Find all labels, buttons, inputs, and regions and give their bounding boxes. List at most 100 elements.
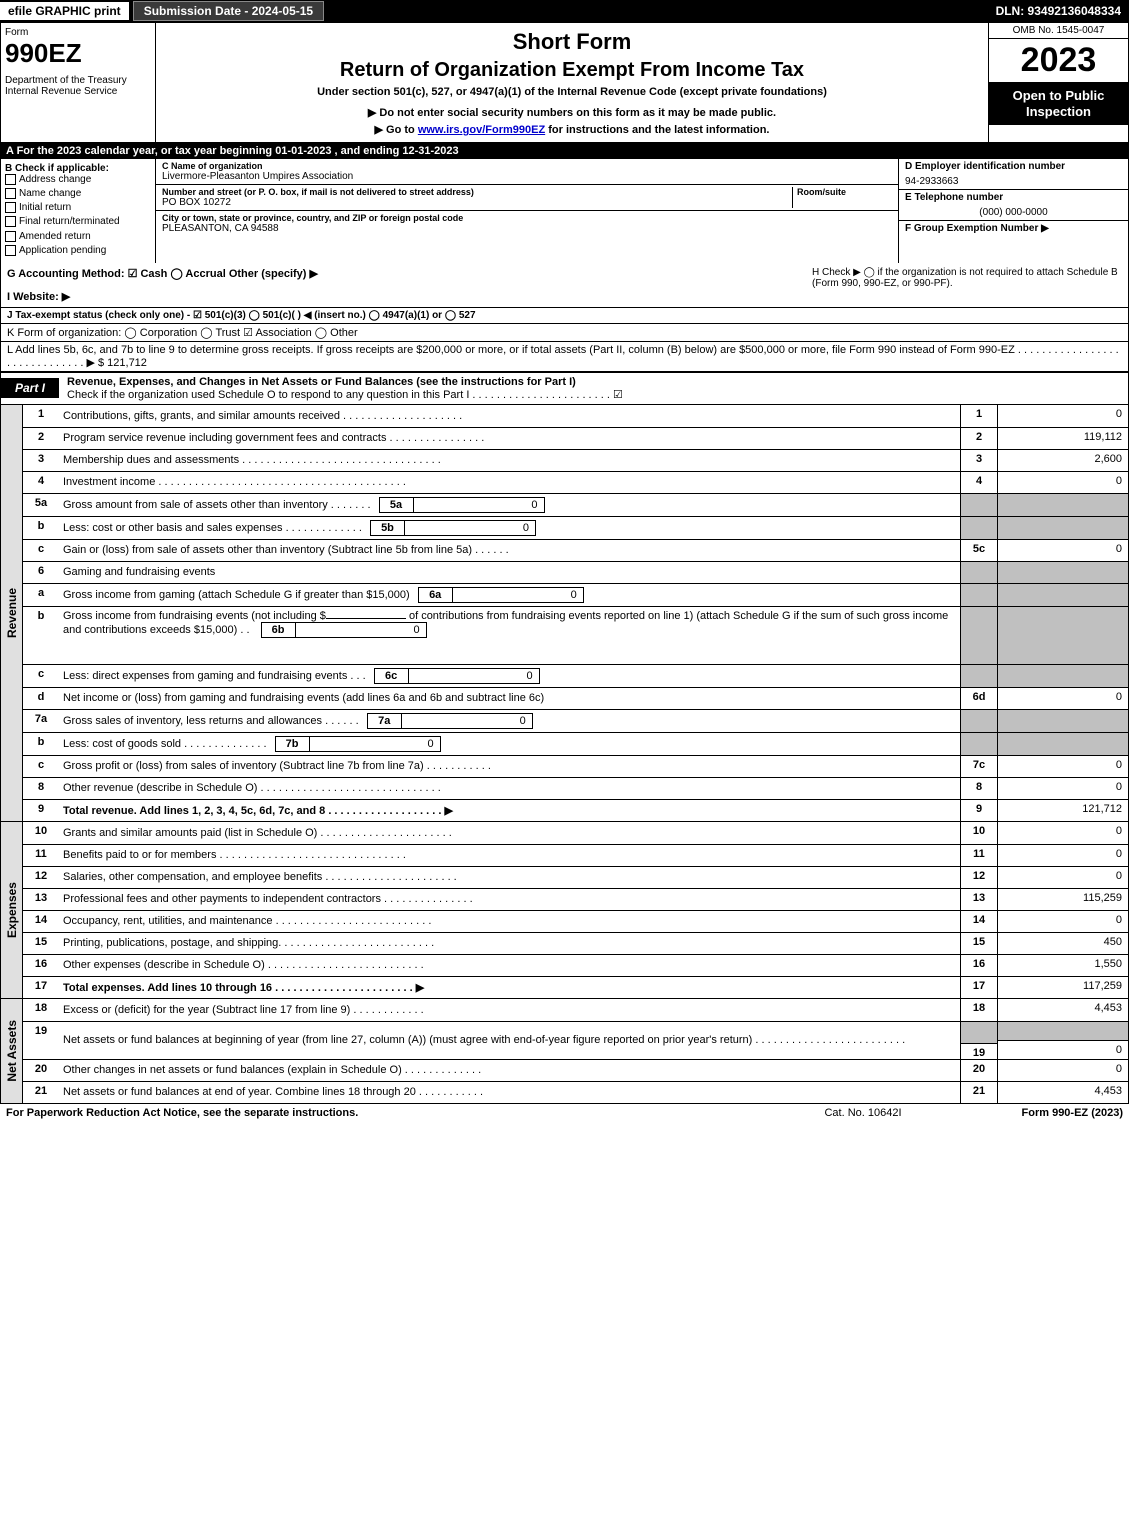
line-10: 10 Grants and similar amounts paid (list… xyxy=(23,822,1128,844)
line-num: d xyxy=(23,688,59,709)
line-val: 0 xyxy=(998,405,1128,427)
part-1-sub: Check if the organization used Schedule … xyxy=(67,389,623,401)
line-val: 0 xyxy=(998,867,1128,888)
line-desc: Gross amount from sale of assets other t… xyxy=(59,494,960,516)
line-c: c Gross profit or (loss) from sales of i… xyxy=(23,755,1128,777)
irs-link[interactable]: www.irs.gov/Form990EZ xyxy=(418,124,545,136)
line-box: 7c xyxy=(960,756,998,777)
inner-val: 0 xyxy=(296,623,426,637)
col-b: B Check if applicable: Address change Na… xyxy=(1,159,156,263)
row-l: L Add lines 5b, 6c, and 7b to line 9 to … xyxy=(0,342,1129,372)
line-box xyxy=(960,733,998,755)
col-b-title: B Check if applicable: xyxy=(5,163,151,174)
check-label: Application pending xyxy=(19,245,106,256)
line-val: 4,453 xyxy=(998,999,1128,1021)
ein: 94-2933663 xyxy=(899,174,1128,190)
inner-val: 0 xyxy=(405,521,535,535)
line-7a: 7a Gross sales of inventory, less return… xyxy=(23,709,1128,732)
inner-label: 6a xyxy=(419,588,453,602)
line-val: 0 xyxy=(998,911,1128,932)
line-desc: Contributions, gifts, grants, and simila… xyxy=(59,405,960,427)
line-13: 13 Professional fees and other payments … xyxy=(23,888,1128,910)
line-desc: Less: cost or other basis and sales expe… xyxy=(59,517,960,539)
line-val: 121,712 xyxy=(998,800,1128,821)
inner-box: 6c 0 xyxy=(374,668,540,684)
line-9: 9 Total revenue. Add lines 1, 2, 3, 4, 5… xyxy=(23,799,1128,821)
line-val: 0 xyxy=(998,1060,1128,1081)
line-c: c Less: direct expenses from gaming and … xyxy=(23,664,1128,687)
line-val: 4,453 xyxy=(998,1082,1128,1103)
line-desc: Grants and similar amounts paid (list in… xyxy=(59,822,960,844)
revenue-grid: Revenue 1 Contributions, gifts, grants, … xyxy=(0,405,1129,822)
line-num: 2 xyxy=(23,428,59,449)
line-val xyxy=(998,733,1128,755)
inner-box: 5a 0 xyxy=(379,497,545,513)
line-num: c xyxy=(23,665,59,687)
line-num: 16 xyxy=(23,955,59,976)
city-row: City or town, state or province, country… xyxy=(156,211,898,236)
line-box xyxy=(960,494,998,516)
footer-mid: Cat. No. 10642I xyxy=(763,1107,963,1119)
open-to-public: Open to Public Inspection xyxy=(989,82,1128,125)
line-val xyxy=(998,665,1128,687)
check-final-return[interactable]: Final return/terminated xyxy=(5,216,151,227)
inner-val: 0 xyxy=(414,498,544,512)
section-a: A For the 2023 calendar year, or tax yea… xyxy=(0,143,1129,159)
form-label: Form xyxy=(5,27,151,38)
efile-label[interactable]: efile GRAPHIC print xyxy=(0,2,129,20)
line-num: 7a xyxy=(23,710,59,732)
inner-val: 0 xyxy=(409,669,539,683)
sidebar-revenue-label: Revenue xyxy=(5,588,19,638)
line-1: 1 Contributions, gifts, grants, and simi… xyxy=(23,405,1128,427)
check-address-change[interactable]: Address change xyxy=(5,174,151,185)
line-box: 17 xyxy=(960,977,998,998)
line-19: 19 Net assets or fund balances at beginn… xyxy=(23,1021,1128,1059)
line-desc: Benefits paid to or for members . . . . … xyxy=(59,845,960,866)
link-pre: ▶ Go to xyxy=(375,124,418,136)
check-amended-return[interactable]: Amended return xyxy=(5,231,151,242)
group-exemption: F Group Exemption Number ▶ xyxy=(899,221,1128,236)
part-1-title: Revenue, Expenses, and Changes in Net As… xyxy=(59,373,631,404)
line-desc: Less: cost of goods sold . . . . . . . .… xyxy=(59,733,960,755)
line-a: a Gross income from gaming (attach Sched… xyxy=(23,583,1128,606)
department: Department of the Treasury Internal Reve… xyxy=(5,75,151,97)
check-application-pending[interactable]: Application pending xyxy=(5,245,151,256)
line-box xyxy=(960,607,998,664)
inner-box: 6b 0 xyxy=(261,622,427,638)
header-mid: Short Form Return of Organization Exempt… xyxy=(156,23,988,142)
footer-right: Form 990-EZ (2023) xyxy=(963,1107,1123,1119)
line-num: b xyxy=(23,517,59,539)
line-c: c Gain or (loss) from sale of assets oth… xyxy=(23,539,1128,561)
line-val: 119,112 xyxy=(998,428,1128,449)
sidebar-revenue: Revenue xyxy=(1,405,23,821)
line-box: 1 xyxy=(960,405,998,427)
part-1-tab: Part I xyxy=(1,378,59,398)
check-initial-return[interactable]: Initial return xyxy=(5,202,151,213)
line-num: 19 xyxy=(23,1022,59,1059)
line-num: 1 xyxy=(23,405,59,427)
line-6b: b Gross income from fundraising events (… xyxy=(23,606,1128,664)
expenses-grid: Expenses 10 Grants and similar amounts p… xyxy=(0,822,1129,999)
line-box: 15 xyxy=(960,933,998,954)
inner-box: 7a 0 xyxy=(367,713,533,729)
line-6: 6 Gaming and fundraising events xyxy=(23,561,1128,583)
form-title: Return of Organization Exempt From Incom… xyxy=(162,59,982,82)
check-name-change[interactable]: Name change xyxy=(5,188,151,199)
street-label: Number and street (or P. O. box, if mail… xyxy=(162,187,792,197)
line-desc: Other changes in net assets or fund bala… xyxy=(59,1060,960,1081)
street-row: Number and street (or P. O. box, if mail… xyxy=(156,185,898,211)
top-bar: efile GRAPHIC print Submission Date - 20… xyxy=(0,0,1129,22)
instructions-line: ▶ Go to www.irs.gov/Form990EZ for instru… xyxy=(162,123,982,136)
line-desc: Total expenses. Add lines 10 through 16 … xyxy=(59,977,960,998)
line-desc: Membership dues and assessments . . . . … xyxy=(59,450,960,471)
line-box xyxy=(960,517,998,539)
line-val: 115,259 xyxy=(998,889,1128,910)
form-subtitle: Under section 501(c), 527, or 4947(a)(1)… xyxy=(162,86,982,98)
line-num: 3 xyxy=(23,450,59,471)
line-num: c xyxy=(23,540,59,561)
tel: (000) 000-0000 xyxy=(899,205,1128,221)
sidebar-expenses: Expenses xyxy=(1,822,23,998)
line-box: 12 xyxy=(960,867,998,888)
line-val xyxy=(998,584,1128,606)
line-11: 11 Benefits paid to or for members . . .… xyxy=(23,844,1128,866)
